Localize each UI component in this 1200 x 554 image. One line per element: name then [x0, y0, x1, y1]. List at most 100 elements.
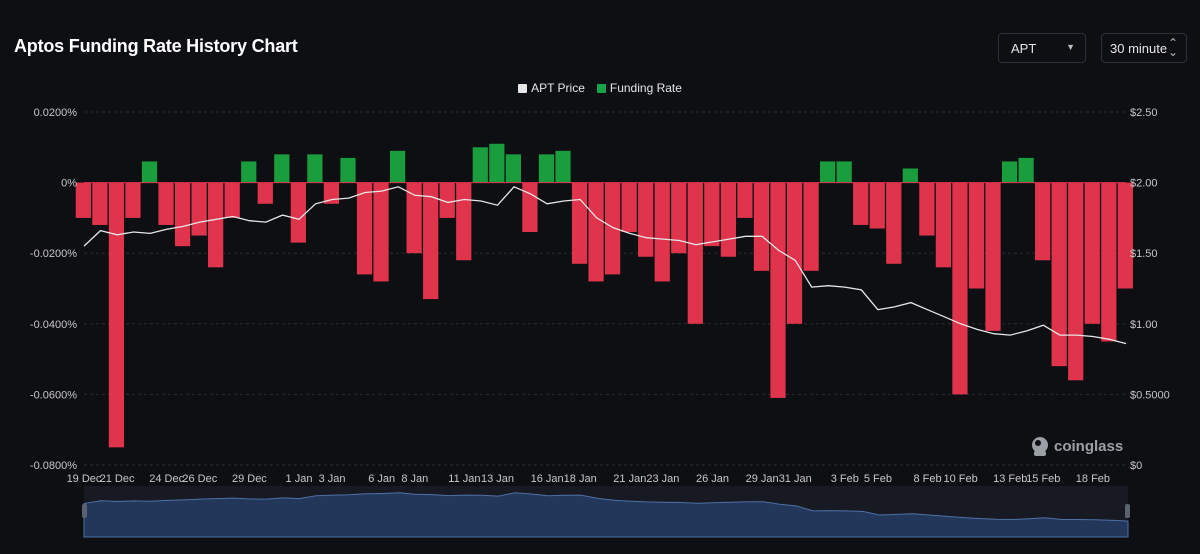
funding-rate-bar [919, 182, 935, 236]
funding-rate-bar [803, 182, 819, 271]
legend-swatch-price [518, 83, 528, 93]
funding-rate-series [75, 143, 1133, 448]
x-tick-label: 19 Dec [67, 473, 102, 485]
caret-down-icon: ▼ [1066, 42, 1075, 52]
legend-swatch-funding [596, 83, 606, 93]
watermark-text: coinglass [1054, 438, 1123, 455]
x-tick-label: 6 Jan [368, 473, 395, 485]
x-tick-label: 13 Jan [481, 473, 514, 485]
y-left-tick-label: -0.0200% [30, 248, 77, 260]
y-right-tick-label: $1.50 [1130, 248, 1158, 260]
x-tick-label: 8 Jan [401, 473, 428, 485]
x-tick-label: 3 Feb [831, 473, 859, 485]
x-tick-label: 31 Jan [779, 473, 812, 485]
funding-rate-bar [886, 182, 902, 264]
funding-rate-bar [75, 182, 91, 218]
funding-rate-bar [952, 182, 968, 395]
y-left-tick-label: -0.0400% [30, 319, 77, 331]
x-tick-label: 23 Jan [646, 473, 679, 485]
funding-rate-bar [1018, 157, 1034, 183]
funding-rate-bar [985, 182, 1001, 331]
up-down-icon: ⌃ ⌄ [1167, 36, 1178, 59]
x-tick-label: 21 Dec [100, 473, 135, 485]
x-tick-label: 26 Jan [696, 473, 729, 485]
funding-rate-bar [439, 182, 455, 218]
x-tick-label: 8 Feb [913, 473, 941, 485]
legend-item-price[interactable]: APT Price [518, 81, 585, 95]
x-tick-label: 26 Dec [182, 473, 217, 485]
funding-rate-bar [356, 182, 373, 275]
apt-price-series [83, 186, 1127, 345]
funding-rate-bar [638, 182, 654, 257]
funding-rate-bar [141, 161, 158, 183]
y-right-tick-label: $2.00 [1130, 178, 1158, 190]
page-title: Aptos Funding Rate History Chart [14, 36, 298, 56]
coin-select-value: APT [1011, 40, 1037, 56]
x-tick-label: 1 Jan [286, 473, 313, 485]
x-tick-label: 3 Jan [319, 473, 346, 485]
funding-rate-bar [555, 150, 571, 183]
interval-select[interactable]: 30 minute ⌃ ⌄ [1101, 33, 1187, 63]
funding-rate-bar [373, 182, 389, 282]
funding-rate-bar [505, 154, 521, 183]
funding-rate-bar [687, 182, 703, 324]
funding-rate-bar [654, 182, 670, 282]
funding-rate-bar [456, 182, 472, 261]
x-tick-label: 29 Dec [232, 473, 267, 485]
funding-rate-bar [406, 182, 422, 254]
funding-rate-bar [588, 182, 604, 282]
coin-select[interactable]: APT ▼ [998, 33, 1086, 63]
interval-select-value: 30 minute [1110, 40, 1168, 56]
funding-rate-bar [853, 182, 869, 225]
legend-label-price: APT Price [531, 81, 585, 95]
y-right-tick-label: $0.5000 [1130, 389, 1170, 401]
coinglass-logo-icon [1032, 437, 1048, 456]
range-navigator [82, 486, 1130, 538]
funding-rate-bar [174, 182, 191, 247]
watermark: coinglass [1032, 437, 1123, 456]
funding-rate-bar [786, 182, 803, 324]
apt-price-line [83, 186, 1127, 345]
x-tick-label: 10 Feb [943, 473, 977, 485]
legend-item-funding[interactable]: Funding Rate [596, 81, 682, 95]
funding-rate-bar [704, 182, 720, 247]
funding-rate-bar [605, 182, 621, 275]
funding-rate-bar [1101, 182, 1117, 342]
y-right-tick-label: $0 [1130, 460, 1142, 472]
funding-rate-bar [753, 182, 770, 271]
funding-rate-bar [108, 182, 125, 448]
funding-rate-bar [323, 182, 340, 204]
funding-rate-bar [1035, 182, 1051, 261]
funding-rate-bar [1051, 182, 1067, 367]
funding-rate-bar [538, 154, 555, 183]
x-tick-label: 21 Jan [613, 473, 646, 485]
navigator-handle-left[interactable] [82, 504, 87, 518]
funding-rate-bar [820, 161, 836, 183]
funding-rate-bar [158, 182, 174, 225]
funding-rate-bar [1001, 161, 1018, 183]
funding-rate-bar [902, 168, 918, 183]
funding-rate-bar [125, 182, 141, 218]
x-tick-label: 18 Feb [1076, 473, 1110, 485]
funding-rate-bar [340, 157, 356, 183]
funding-rate-bar [389, 150, 406, 183]
funding-rate-bar [968, 182, 985, 289]
funding-rate-bar [720, 182, 736, 257]
funding-rate-bar [290, 182, 306, 243]
funding-rate-bar [423, 182, 439, 300]
funding-rate-bar [522, 182, 538, 233]
x-tick-label: 15 Feb [1026, 473, 1060, 485]
y-left-tick-label: -0.0600% [30, 389, 77, 401]
y-left-tick-label: -0.0800% [30, 460, 77, 472]
y-left-tick-label: 0.0200% [34, 107, 78, 119]
y-axis-left: 0.0200% 0% -0.0200% -0.0400% -0.0600% -0.0800… [30, 107, 77, 472]
funding-rate-bar [208, 182, 224, 268]
x-tick-label: 11 Jan [448, 473, 480, 485]
funding-rate-bar [935, 182, 952, 268]
funding-rate-bar [737, 182, 753, 218]
navigator-handle-right[interactable] [1125, 504, 1130, 518]
funding-rate-bar [671, 182, 687, 254]
funding-rate-bar [489, 143, 505, 183]
legend-label-funding: Funding Rate [609, 81, 682, 95]
